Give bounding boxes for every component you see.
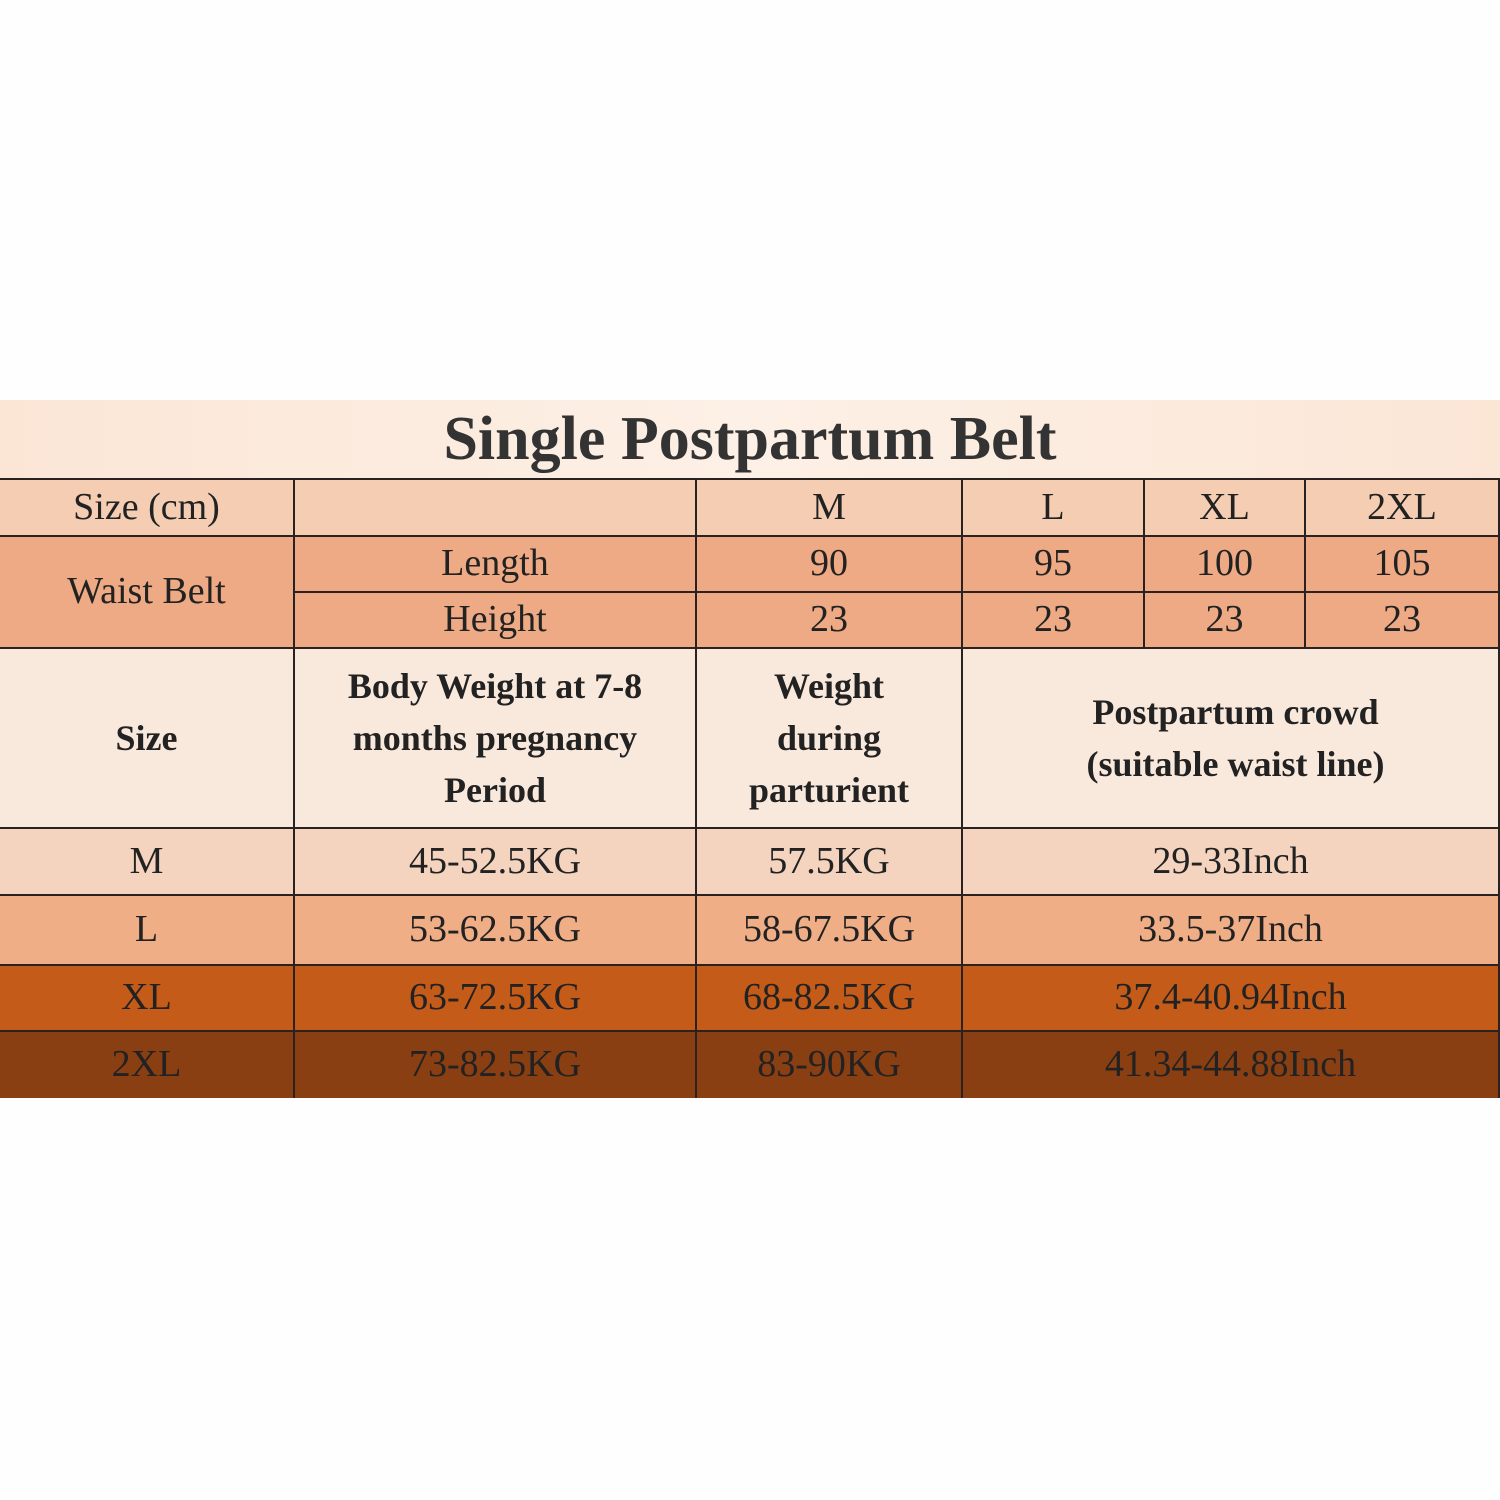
height-2xl: 23 (1306, 591, 1500, 647)
row-2xl-pregnancy: 73-82.5KG (295, 1030, 697, 1098)
row-m-size: M (0, 827, 295, 894)
size-header-l: L (963, 478, 1145, 535)
length-label: Length (295, 535, 697, 591)
size-cm-header: Size (cm) (0, 478, 295, 535)
size-header-xl: XL (1145, 478, 1306, 535)
row-xl-size: XL (0, 964, 295, 1030)
size-header-2xl: 2XL (1306, 478, 1500, 535)
height-l: 23 (963, 591, 1145, 647)
length-2xl: 105 (1306, 535, 1500, 591)
chart-title: Single Postpartum Belt (0, 400, 1500, 478)
waist-line-header: Postpartum crowd (suitable waist line) (963, 647, 1500, 827)
row-2xl-parturient: 83-90KG (697, 1030, 963, 1098)
empty-header-cell (295, 478, 697, 535)
pregnancy-weight-header: Body Weight at 7-8 months pregnancy Peri… (295, 647, 697, 827)
row-m-waist: 29-33Inch (963, 827, 1500, 894)
size-header-m: M (697, 478, 963, 535)
row-xl-waist: 37.4-40.94Inch (963, 964, 1500, 1030)
size-header: Size (0, 647, 295, 827)
row-m-parturient: 57.5KG (697, 827, 963, 894)
waist-belt-label: Waist Belt (0, 535, 295, 647)
row-l-size: L (0, 894, 295, 964)
row-l-waist: 33.5-37Inch (963, 894, 1500, 964)
height-label: Height (295, 591, 697, 647)
length-l: 95 (963, 535, 1145, 591)
row-l-pregnancy: 53-62.5KG (295, 894, 697, 964)
height-m: 23 (697, 591, 963, 647)
length-xl: 100 (1145, 535, 1306, 591)
row-2xl-size: 2XL (0, 1030, 295, 1098)
size-chart: Single Postpartum Belt Size (cm) M L XL … (0, 400, 1500, 1098)
row-2xl-waist: 41.34-44.88Inch (963, 1030, 1500, 1098)
row-xl-pregnancy: 63-72.5KG (295, 964, 697, 1030)
row-xl-parturient: 68-82.5KG (697, 964, 963, 1030)
parturient-weight-header: Weight during parturient (697, 647, 963, 827)
height-xl: 23 (1145, 591, 1306, 647)
length-m: 90 (697, 535, 963, 591)
row-l-parturient: 58-67.5KG (697, 894, 963, 964)
row-m-pregnancy: 45-52.5KG (295, 827, 697, 894)
